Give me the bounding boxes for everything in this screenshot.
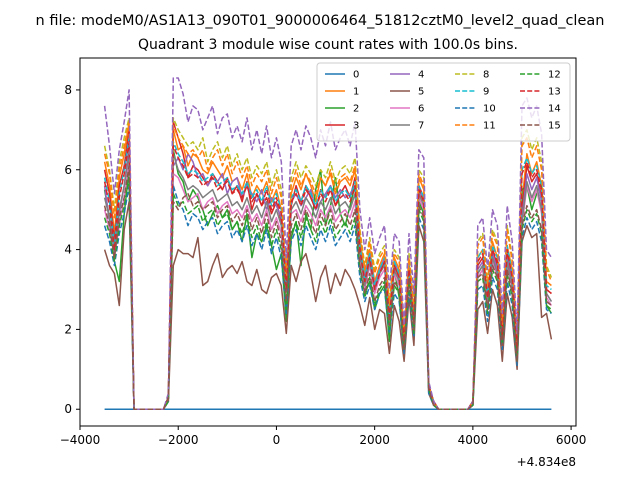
x-tick-label: 2000	[359, 433, 390, 447]
legend-label-10: 10	[483, 104, 496, 115]
series-line-14	[103, 77, 553, 410]
x-tick-label: −2000	[158, 433, 199, 447]
legend-label-13: 13	[548, 87, 561, 98]
series-line-9	[103, 137, 552, 410]
series-line-15	[103, 165, 552, 410]
legend-label-12: 12	[548, 70, 561, 81]
legend-label-8: 8	[483, 70, 489, 81]
legend-label-5: 5	[418, 87, 424, 98]
x-tick-label: 0	[273, 433, 281, 447]
legend-label-11: 11	[483, 121, 496, 132]
legend-label-3: 3	[353, 121, 359, 132]
x-offset-text: +4.834e8	[517, 455, 576, 469]
legend-label-14: 14	[548, 104, 561, 115]
series-line-11	[103, 121, 553, 410]
x-tick-label: 4000	[458, 433, 489, 447]
series-layer	[103, 77, 553, 410]
y-tick-label: 2	[64, 322, 72, 336]
y-tick-label: 4	[64, 243, 72, 257]
legend-label-15: 15	[548, 121, 561, 132]
axes-frame	[79, 57, 577, 427]
series-line-12	[103, 176, 552, 410]
y-tick-label: 6	[64, 163, 72, 177]
legend-box	[316, 62, 571, 142]
x-tick-label: −4000	[60, 433, 101, 447]
legend-label-2: 2	[353, 104, 359, 115]
legend-label-6: 6	[418, 104, 424, 115]
axis-ticks: −4000 −2000 0 2000 4000 6000 0 2 4 6 8	[60, 83, 587, 447]
figure-suptitle: n file: modeM0/AS1A13_090T01_9000006464_…	[36, 13, 605, 29]
legend-label-9: 9	[483, 87, 489, 98]
x-tick-label: 6000	[556, 433, 587, 447]
legend-label-1: 1	[353, 87, 359, 98]
legend-label-7: 7	[418, 121, 424, 132]
y-tick-label: 0	[64, 402, 72, 416]
y-tick-label: 8	[64, 83, 72, 97]
legend-label-4: 4	[418, 70, 424, 81]
legend-label-0: 0	[353, 70, 359, 81]
axes-title: Quadrant 3 module wise count rates with …	[138, 37, 518, 53]
